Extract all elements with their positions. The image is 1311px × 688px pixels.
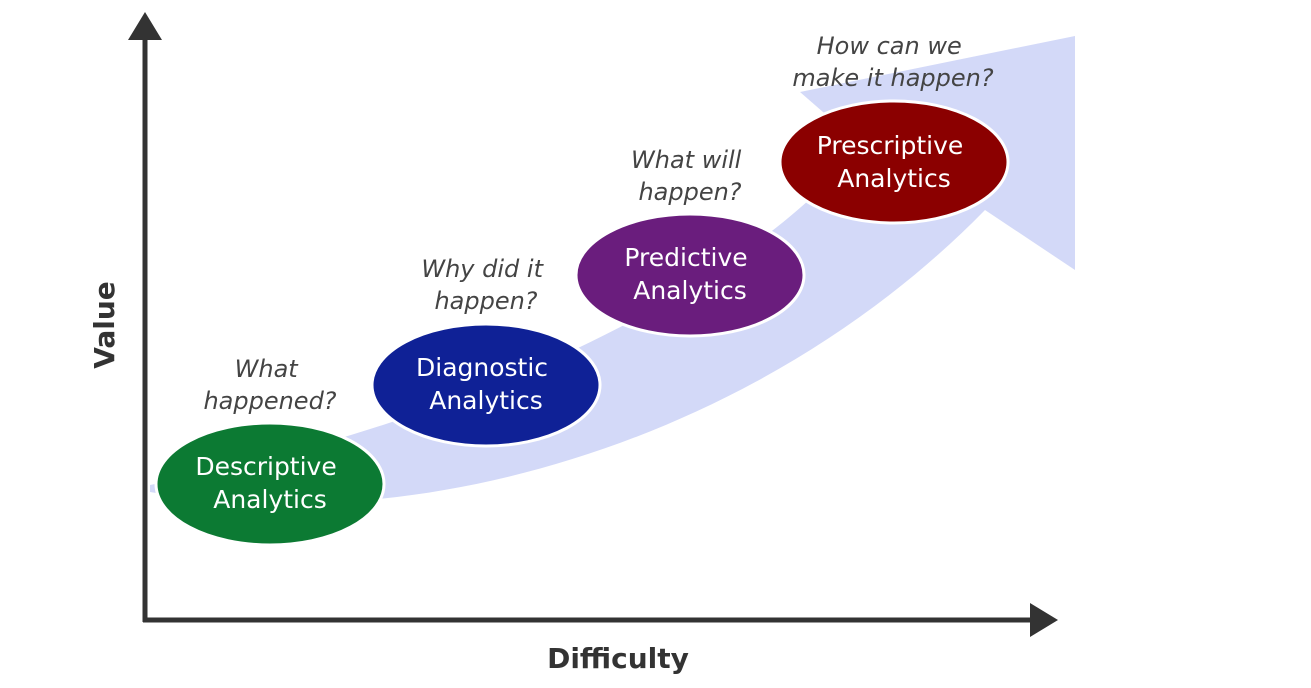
- x-axis-label: Difficulty: [547, 642, 689, 675]
- diagnostic-label-line2: Analytics: [429, 386, 543, 415]
- question-diagnostic-line1: Why did it: [421, 255, 544, 283]
- stage-prescriptive: How can we make it happen? Prescriptive …: [778, 32, 1010, 225]
- progress-arrow: [150, 36, 1075, 504]
- descriptive-label: Descriptive Analytics: [195, 452, 344, 514]
- question-prescriptive: How can we make it happen?: [792, 32, 993, 92]
- descriptive-label-line2: Analytics: [213, 485, 327, 514]
- axes: Difficulty Value: [88, 12, 1058, 675]
- y-axis-label: Value: [88, 281, 121, 369]
- stage-predictive: What will happen? Predictive Analytics: [574, 146, 806, 338]
- descriptive-ellipse: [154, 421, 386, 547]
- descriptive-label-line1: Descriptive: [195, 452, 336, 481]
- predictive-label-line1: Predictive: [624, 243, 747, 272]
- stage-descriptive: What happened? Descriptive Analytics: [154, 355, 386, 547]
- question-descriptive-line2: happened?: [203, 387, 336, 415]
- diagnostic-label-line1: Diagnostic: [416, 353, 548, 382]
- question-predictive-line1: What will: [631, 146, 742, 174]
- prescriptive-label-line1: Prescriptive: [817, 131, 964, 160]
- question-descriptive-line1: What: [235, 355, 300, 383]
- y-axis-arrowhead: [128, 12, 162, 40]
- prescriptive-label-line2: Analytics: [837, 164, 951, 193]
- diagnostic-ellipse: [370, 322, 602, 448]
- diagnostic-label: Diagnostic Analytics: [416, 353, 556, 415]
- question-diagnostic: Why did it happen?: [421, 255, 550, 315]
- progress-arrow-body: [150, 36, 1075, 504]
- predictive-ellipse: [574, 212, 806, 338]
- question-prescriptive-line1: How can we: [817, 32, 962, 60]
- question-diagnostic-line2: happen?: [434, 287, 537, 315]
- question-prescriptive-line2: make it happen?: [792, 64, 993, 92]
- question-descriptive: What happened?: [203, 355, 336, 415]
- predictive-label-line2: Analytics: [633, 276, 747, 305]
- stage-diagnostic: Why did it happen? Diagnostic Analytics: [370, 255, 602, 448]
- predictive-label: Predictive Analytics: [624, 243, 755, 305]
- prescriptive-ellipse: [778, 99, 1010, 225]
- x-axis-arrowhead: [1030, 603, 1058, 637]
- question-predictive-line2: happen?: [638, 178, 741, 206]
- prescriptive-label: Prescriptive Analytics: [817, 131, 972, 193]
- question-predictive: What will happen?: [631, 146, 749, 206]
